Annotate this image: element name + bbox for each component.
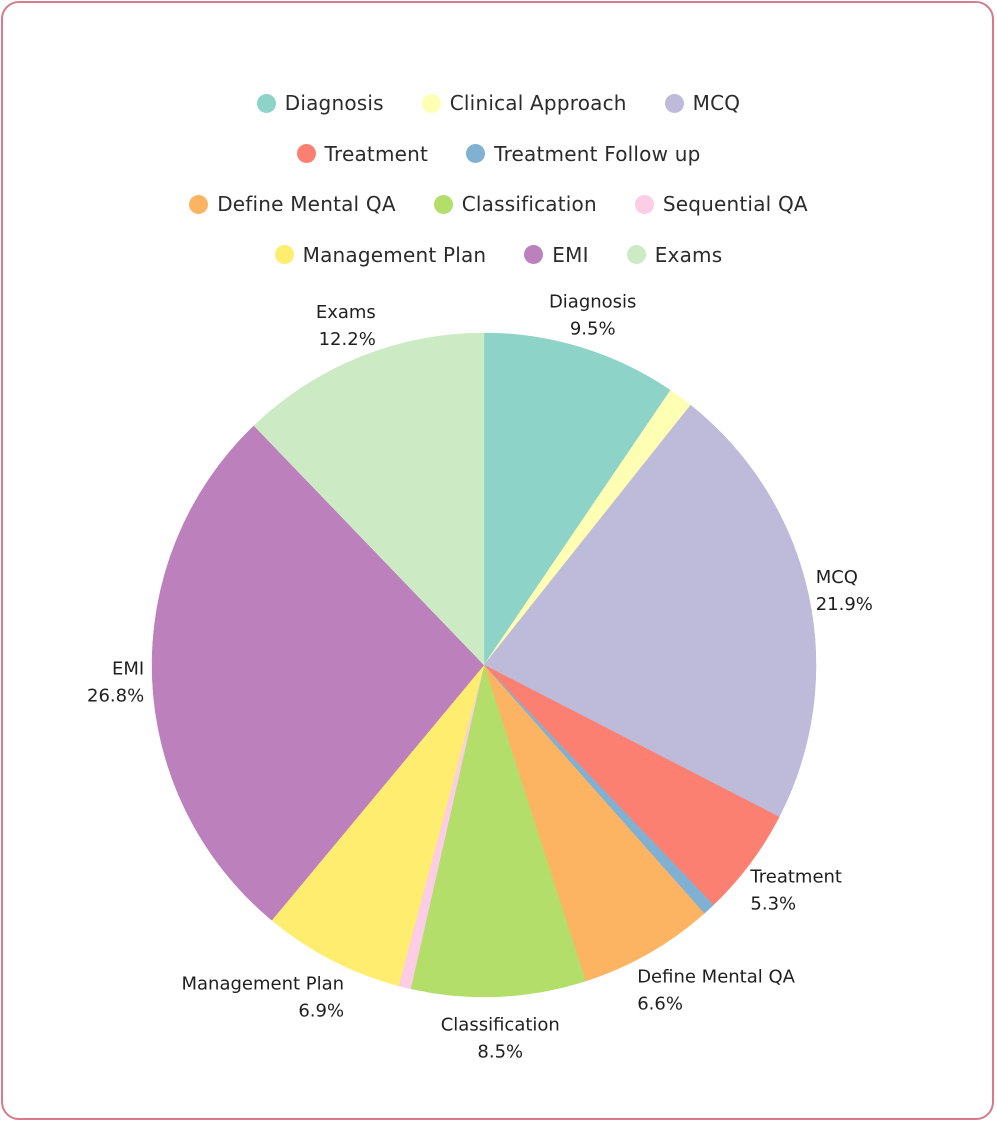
slice-label-name: Management Plan xyxy=(182,974,345,995)
slice-label-name: MCQ xyxy=(816,567,858,588)
pie-slice-exams[interactable] xyxy=(253,332,485,666)
legend-item-clinical-approach[interactable]: Clinical Approach xyxy=(421,91,627,116)
slice-label-name: Classification xyxy=(441,1015,560,1036)
slice-label-percent: 21.9% xyxy=(816,594,873,615)
legend-label: Clinical Approach xyxy=(449,91,627,116)
slice-label-percent: 6.9% xyxy=(298,1001,344,1022)
legend-item-sequential-qa[interactable]: Sequential QA xyxy=(634,192,808,217)
legend-swatch xyxy=(433,194,453,214)
pie-labels: Diagnosis 9.5% MCQ 21.9% Treatment 5.3% Define… xyxy=(87,291,873,1062)
legend-label: Treatment xyxy=(324,141,429,166)
pie-slice-emi[interactable] xyxy=(151,425,485,921)
legend-row: Define Mental QA Classification Sequential… xyxy=(0,179,997,230)
slice-label-percent: 9.5% xyxy=(570,318,616,339)
legend-row: Management Plan EMI Exams xyxy=(0,230,997,281)
legend-item-classification[interactable]: Classification xyxy=(433,192,597,217)
legend-item-define-mental-qa[interactable]: Define Mental QA xyxy=(189,192,396,216)
legend-item-diagnosis[interactable]: Diagnosis xyxy=(256,91,384,116)
slice-label-percent: 12.2% xyxy=(319,329,376,350)
slice-label-percent: 6.6% xyxy=(637,994,683,1015)
legend-swatch xyxy=(421,93,441,113)
legend-swatch xyxy=(274,245,294,265)
slice-label-name: Diagnosis xyxy=(549,291,637,312)
legend-item-exams[interactable]: Exams xyxy=(626,242,723,267)
slice-label-percent: 8.5% xyxy=(477,1042,523,1063)
legend-label: MCQ xyxy=(692,91,741,116)
slice-label-percent: 26.8% xyxy=(87,685,144,706)
legend-label: EMI xyxy=(552,242,589,267)
legend-swatch xyxy=(634,194,654,214)
pie-slice-management-plan[interactable] xyxy=(271,664,485,987)
slice-label-percent: 5.3% xyxy=(750,894,796,915)
legend-row: Treatment Treatment Follow up xyxy=(0,129,997,180)
legend-swatch xyxy=(626,245,646,265)
slice-label-name: EMI xyxy=(112,658,144,679)
legend-label: Treatment Follow up xyxy=(494,141,701,166)
pie-slices xyxy=(151,332,817,998)
pie-slice-classification[interactable] xyxy=(410,664,586,998)
legend-swatch xyxy=(524,245,544,265)
slice-label-name: Exams xyxy=(316,302,376,323)
legend-label: Classification xyxy=(461,192,597,217)
slice-label-name: Define Mental QA xyxy=(637,967,795,988)
pie-slice-define-mental-qa[interactable] xyxy=(483,664,705,982)
legend-item-treatment-follow-up[interactable]: Treatment Follow up xyxy=(466,142,700,166)
legend-swatch xyxy=(466,144,486,164)
legend-swatch xyxy=(189,194,209,214)
legend-item-emi[interactable]: EMI xyxy=(524,242,589,267)
legend-label: Management Plan xyxy=(302,242,487,267)
chart-legend: Diagnosis Clinical Approach MCQ Treatment Tr… xyxy=(0,78,997,280)
legend-swatch xyxy=(256,93,276,113)
legend-swatch xyxy=(296,144,316,164)
pie-slice-diagnosis[interactable] xyxy=(483,332,671,666)
slice-label-name: Treatment xyxy=(749,867,842,888)
legend-item-mcq[interactable]: MCQ xyxy=(664,91,741,116)
legend-item-management-plan[interactable]: Management Plan xyxy=(274,242,487,267)
legend-swatch xyxy=(664,93,684,113)
legend-label: Diagnosis xyxy=(284,91,384,116)
legend-label: Define Mental QA xyxy=(217,192,396,217)
legend-item-treatment[interactable]: Treatment xyxy=(296,141,429,166)
pie-slice-mcq[interactable] xyxy=(483,404,817,818)
legend-label: Sequential QA xyxy=(662,192,808,217)
legend-label: Exams xyxy=(654,242,723,267)
legend-row: Diagnosis Clinical Approach MCQ xyxy=(0,78,997,129)
